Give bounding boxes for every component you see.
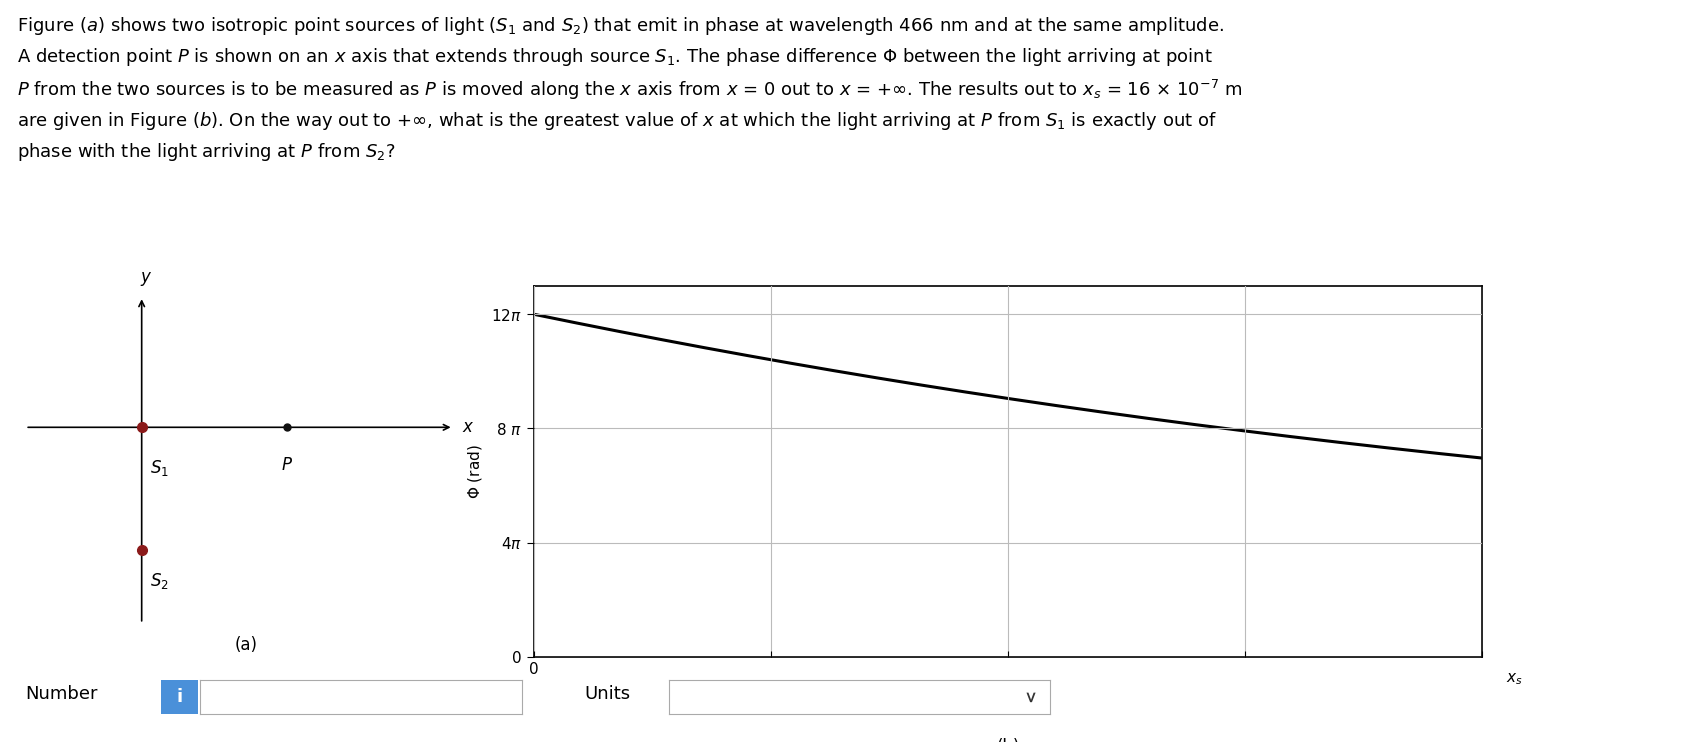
Text: Number: Number	[25, 685, 98, 703]
Text: Units: Units	[584, 685, 630, 703]
Text: $S_2$: $S_2$	[151, 571, 169, 591]
Text: (b): (b)	[996, 738, 1020, 742]
Text: $y$: $y$	[139, 269, 152, 288]
Text: $x$: $x$	[462, 418, 474, 436]
Text: i: i	[176, 688, 183, 706]
Text: (a): (a)	[234, 637, 257, 654]
Text: $P$: $P$	[281, 456, 293, 473]
Text: $x_s$: $x_s$	[1506, 672, 1523, 687]
Text: Figure $(a)$ shows two isotropic point sources of light ($S_1$ and $S_2$) that e: Figure $(a)$ shows two isotropic point s…	[17, 15, 1242, 163]
Text: >: >	[1020, 691, 1035, 703]
Y-axis label: $\Phi\ \mathrm{(rad)}$: $\Phi\ \mathrm{(rad)}$	[466, 444, 484, 499]
Text: $S_1$: $S_1$	[151, 458, 169, 478]
X-axis label: $x\ (10^{-7}\ \mathrm{m})$: $x\ (10^{-7}\ \mathrm{m})$	[967, 682, 1049, 703]
